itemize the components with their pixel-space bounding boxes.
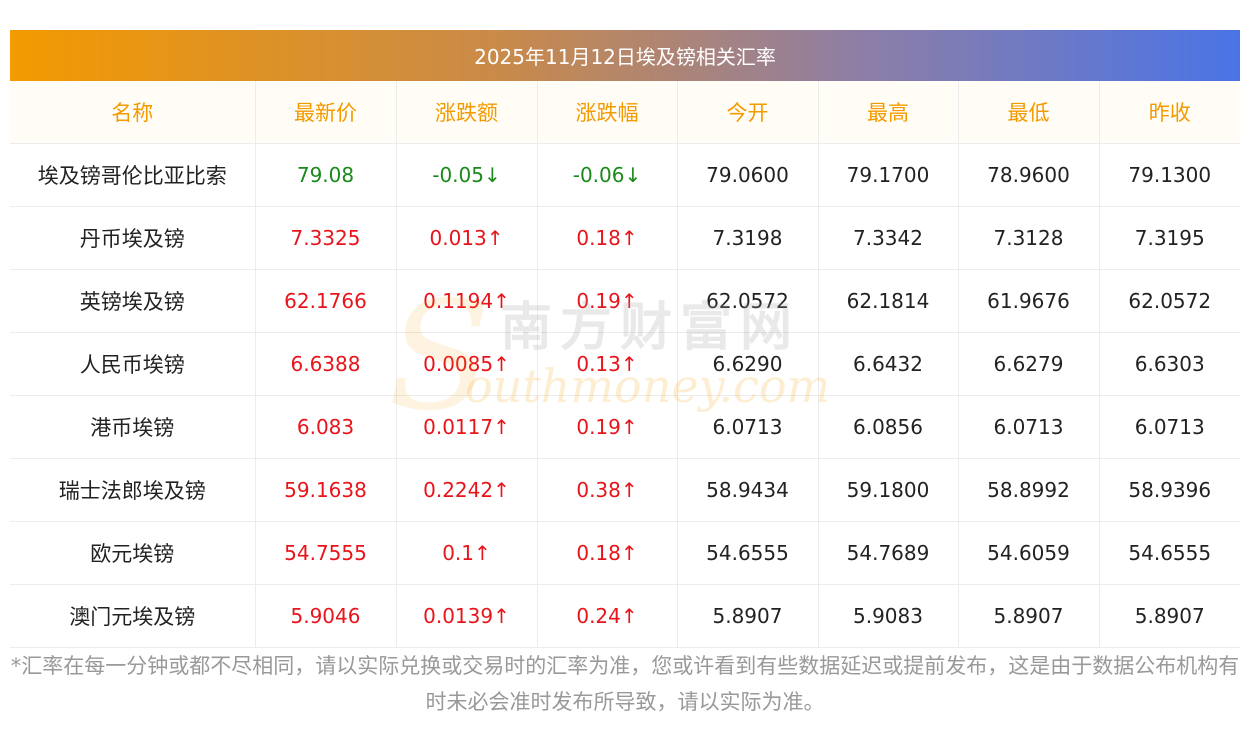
table-row: 人民币埃镑 6.6388 0.0085↑ 0.13↑ 6.6290 6.6432 6.627…: [10, 332, 1240, 396]
header-row: 名称 最新价 涨跌额 涨跌幅 今开 最高 最低 昨收: [10, 81, 1240, 144]
table-row: 港币埃镑 6.083 0.0117↑ 0.19↑ 6.0713 6.0856 6.0713 6…: [10, 395, 1240, 459]
cell-high: 6.6432: [818, 332, 959, 396]
cell-latest: 5.9046: [255, 584, 397, 648]
cell-change-pct: -0.06↓: [537, 143, 678, 207]
cell-latest: 54.7555: [255, 521, 397, 585]
cell-change-pct: 0.24↑: [537, 584, 678, 648]
cell-open: 7.3198: [677, 206, 819, 270]
cell-change: 0.0085↑: [396, 332, 538, 396]
cell-high: 6.0856: [818, 395, 959, 459]
cell-change: 0.0139↑: [396, 584, 538, 648]
header-name: 名称: [10, 81, 256, 144]
cell-prev-close: 6.6303: [1099, 332, 1240, 396]
cell-open: 54.6555: [677, 521, 819, 585]
table-title: 2025年11月12日埃及镑相关汇率: [10, 30, 1240, 81]
header-low: 最低: [958, 81, 1100, 144]
table-row: 欧元埃镑 54.7555 0.1↑ 0.18↑ 54.6555 54.7689 54.605…: [10, 521, 1240, 585]
cell-open: 58.9434: [677, 458, 819, 522]
cell-prev-close: 7.3195: [1099, 206, 1240, 270]
cell-open: 6.6290: [677, 332, 819, 396]
cell-change: -0.05↓: [396, 143, 538, 207]
cell-change-pct: 0.38↑: [537, 458, 678, 522]
cell-name: 瑞士法郎埃及镑: [10, 458, 256, 522]
cell-low: 54.6059: [958, 521, 1100, 585]
cell-name: 人民币埃镑: [10, 332, 256, 396]
cell-latest: 6.083: [255, 395, 397, 459]
cell-latest: 7.3325: [255, 206, 397, 270]
cell-name: 澳门元埃及镑: [10, 584, 256, 648]
cell-high: 62.1814: [818, 269, 959, 333]
header-open: 今开: [677, 81, 819, 144]
header-change-pct: 涨跌幅: [537, 81, 678, 144]
disclaimer-note: *汇率在每一分钟或都不尽相同，请以实际兑换或交易时的汇率为准，您或许看到有些数据…: [10, 654, 1240, 714]
cell-prev-close: 58.9396: [1099, 458, 1240, 522]
header-high: 最高: [818, 81, 959, 144]
cell-low: 7.3128: [958, 206, 1100, 270]
exchange-rate-table: 名称 最新价 涨跌额 涨跌幅 今开 最高 最低 昨收 埃及镑哥伦比亚比索 79.0…: [10, 81, 1240, 648]
table-row: 澳门元埃及镑 5.9046 0.0139↑ 0.24↑ 5.8907 5.9083 5.89…: [10, 584, 1240, 648]
cell-change-pct: 0.18↑: [537, 521, 678, 585]
cell-open: 6.0713: [677, 395, 819, 459]
cell-latest: 6.6388: [255, 332, 397, 396]
cell-change-pct: 0.13↑: [537, 332, 678, 396]
cell-change-pct: 0.19↑: [537, 269, 678, 333]
cell-low: 6.6279: [958, 332, 1100, 396]
cell-prev-close: 5.8907: [1099, 584, 1240, 648]
cell-name: 欧元埃镑: [10, 521, 256, 585]
cell-low: 61.9676: [958, 269, 1100, 333]
cell-open: 79.0600: [677, 143, 819, 207]
cell-low: 6.0713: [958, 395, 1100, 459]
header-prev-close: 昨收: [1099, 81, 1240, 144]
cell-open: 5.8907: [677, 584, 819, 648]
header-latest: 最新价: [255, 81, 397, 144]
cell-change: 0.0117↑: [396, 395, 538, 459]
cell-prev-close: 54.6555: [1099, 521, 1240, 585]
cell-open: 62.0572: [677, 269, 819, 333]
cell-change-pct: 0.18↑: [537, 206, 678, 270]
cell-name: 埃及镑哥伦比亚比索: [10, 143, 256, 207]
cell-change: 0.2242↑: [396, 458, 538, 522]
cell-latest: 59.1638: [255, 458, 397, 522]
cell-low: 58.8992: [958, 458, 1100, 522]
cell-high: 7.3342: [818, 206, 959, 270]
cell-low: 5.8907: [958, 584, 1100, 648]
cell-high: 59.1800: [818, 458, 959, 522]
cell-latest: 62.1766: [255, 269, 397, 333]
cell-change: 0.1194↑: [396, 269, 538, 333]
rate-table-panel: 2025年11月12日埃及镑相关汇率 名称 最新价 涨跌额 涨跌幅 今开 最高 …: [10, 30, 1240, 648]
cell-high: 79.1700: [818, 143, 959, 207]
cell-latest: 79.08: [255, 143, 397, 207]
header-change: 涨跌额: [396, 81, 538, 144]
cell-name: 丹币埃及镑: [10, 206, 256, 270]
cell-prev-close: 6.0713: [1099, 395, 1240, 459]
cell-low: 78.9600: [958, 143, 1100, 207]
cell-prev-close: 62.0572: [1099, 269, 1240, 333]
cell-name: 港币埃镑: [10, 395, 256, 459]
table-row: 丹币埃及镑 7.3325 0.013↑ 0.18↑ 7.3198 7.3342 7.3128…: [10, 206, 1240, 270]
cell-prev-close: 79.1300: [1099, 143, 1240, 207]
cell-high: 54.7689: [818, 521, 959, 585]
cell-change: 0.013↑: [396, 206, 538, 270]
cell-change-pct: 0.19↑: [537, 395, 678, 459]
table-row: 瑞士法郎埃及镑 59.1638 0.2242↑ 0.38↑ 58.9434 59.1800…: [10, 458, 1240, 522]
table-row: 埃及镑哥伦比亚比索 79.08 -0.05↓ -0.06↓ 79.0600 79.1700…: [10, 143, 1240, 207]
cell-high: 5.9083: [818, 584, 959, 648]
cell-name: 英镑埃及镑: [10, 269, 256, 333]
table-row: 英镑埃及镑 62.1766 0.1194↑ 0.19↑ 62.0572 62.1814 61…: [10, 269, 1240, 333]
cell-change: 0.1↑: [396, 521, 538, 585]
